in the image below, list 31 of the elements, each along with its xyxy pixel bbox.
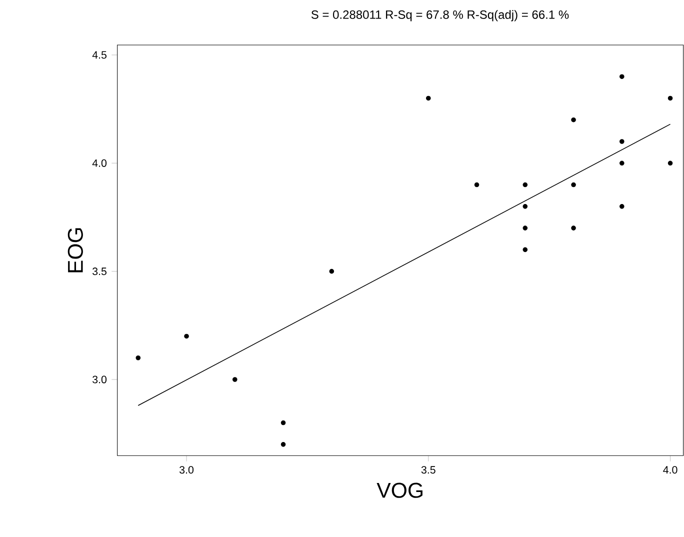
point: [136, 355, 141, 360]
y-tick-label: 3.0: [92, 376, 107, 384]
point: [668, 96, 673, 101]
point: [571, 117, 576, 122]
point: [620, 74, 624, 79]
point: [280, 442, 286, 447]
point: [280, 420, 286, 426]
point: [184, 334, 189, 339]
point: [620, 204, 624, 209]
y-tick-label: 4.0: [92, 159, 107, 167]
chart-title: S = 0.288011 R-Sq = 67.8 % R-Sq(adj) = 66.1 %: [311, 10, 569, 22]
point: [522, 182, 528, 188]
y-tick-label: 3.5: [92, 268, 106, 276]
point: [571, 182, 576, 188]
point: [522, 204, 528, 209]
point: [329, 268, 334, 274]
point: [571, 226, 576, 230]
x-tick-label: 3.0: [180, 466, 194, 474]
point: [426, 96, 431, 101]
point: [522, 247, 528, 252]
point: [620, 139, 624, 144]
y-axis-title: EOG: [68, 228, 83, 272]
point: [232, 377, 238, 382]
x-axis-title: VOG: [376, 482, 422, 498]
point: [620, 160, 624, 166]
point: [474, 182, 480, 188]
y-tick-label: 4.5: [92, 51, 106, 59]
point: [668, 160, 673, 166]
x-tick-label: 3.5: [421, 466, 436, 474]
x-tick-label: 4.0: [663, 466, 678, 474]
point: [522, 226, 528, 230]
